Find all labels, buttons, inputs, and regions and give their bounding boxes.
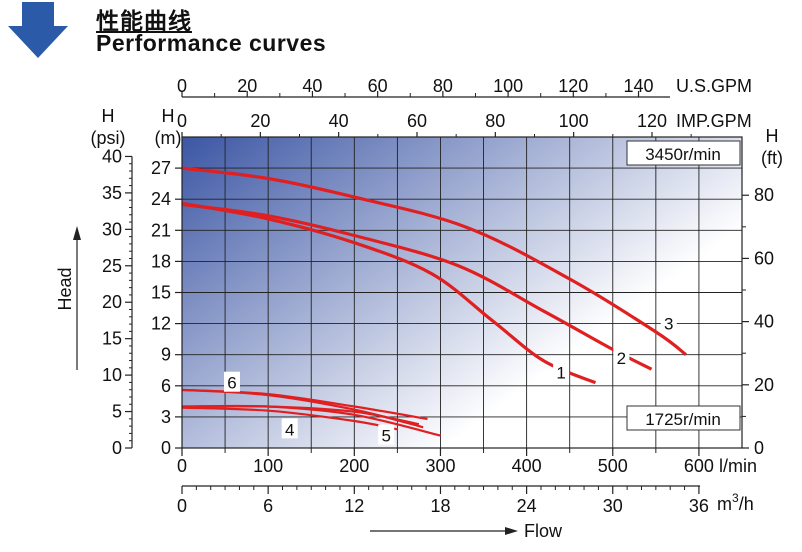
y-tick-label-ft: 40 <box>754 312 774 332</box>
y-tick-label-ft: 20 <box>754 375 774 395</box>
x-tick-label-impgpm: 40 <box>329 111 349 131</box>
y-tick-label-ft: 80 <box>754 185 774 205</box>
speed-high-box <box>626 140 741 166</box>
curve-label-1: 1 <box>556 363 565 382</box>
curve-label-6: 6 <box>227 374 236 393</box>
x-tick-label-lmin: 500 <box>598 456 628 476</box>
y-label-ft-h: H <box>766 126 779 146</box>
down-arrow-icon <box>8 2 68 58</box>
head-label: Head <box>55 267 75 310</box>
curve-4 <box>181 406 398 431</box>
curve-label-3: 3 <box>664 315 673 334</box>
x-tick-label-m3h: 12 <box>344 496 364 516</box>
y-tick-label-ft: 60 <box>754 248 774 268</box>
x-tick-label-lmin: 400 <box>512 456 542 476</box>
curve-label-2: 2 <box>617 349 626 368</box>
speed-low-label: 1725r/min <box>645 410 721 429</box>
x-tick-label-m3h: 30 <box>603 496 623 516</box>
x-tick-label-lmin: 600 <box>684 456 714 476</box>
curve-label-bg <box>223 371 240 392</box>
x-tick-label-usgpm: 120 <box>558 76 588 96</box>
x-unit-lmin: l/min <box>719 456 757 476</box>
y-tick-label-m: 18 <box>151 251 171 271</box>
x-tick-label-lmin: 100 <box>253 456 283 476</box>
x-tick-label-impgpm: 80 <box>485 111 505 131</box>
y-tick-label-m: 15 <box>151 283 171 303</box>
curve-6 <box>181 388 424 429</box>
speed-high-label: 3450r/min <box>645 145 721 164</box>
curve-label-bg <box>613 346 630 367</box>
x-tick-label-usgpm: 40 <box>302 76 322 96</box>
x-tick-label-m3h: 18 <box>430 496 450 516</box>
x-tick-label-m3h: 0 <box>177 496 187 516</box>
y-tick-label-ft: 0 <box>754 438 764 458</box>
y-label-m-unit: (m) <box>155 128 182 148</box>
y-tick-label-psi: 35 <box>102 183 122 203</box>
curve-label-5: 5 <box>381 427 390 446</box>
chart-title-chinese: 性能曲线 <box>96 9 192 35</box>
x-tick-label-usgpm: 80 <box>433 76 453 96</box>
y-tick-label-psi: 30 <box>102 219 122 239</box>
x-unit-usgpm: U.S.GPM <box>676 76 752 96</box>
curve-3 <box>181 166 687 356</box>
flow-arrow-head <box>505 527 518 535</box>
x-tick-label-m3h: 36 <box>689 496 709 516</box>
curve-2 <box>181 202 653 371</box>
y-tick-label-psi: 5 <box>112 402 122 422</box>
y-tick-label-m: 24 <box>151 189 171 209</box>
head-arrow-head <box>73 226 81 240</box>
x-tick-label-impgpm: 120 <box>637 111 667 131</box>
y-tick-label-psi: 40 <box>102 146 122 166</box>
y-tick-label-m: 0 <box>161 438 171 458</box>
x-tick-label-usgpm: 140 <box>624 76 654 96</box>
y-tick-label-m: 12 <box>151 314 171 334</box>
curve-label-4: 4 <box>285 420 294 439</box>
x-tick-label-usgpm: 20 <box>237 76 257 96</box>
x-tick-label-impgpm: 60 <box>407 111 427 131</box>
y-tick-label-m: 9 <box>161 345 171 365</box>
curve-1 <box>181 201 597 385</box>
y-tick-label-psi: 15 <box>102 329 122 349</box>
curve-5 <box>181 404 441 437</box>
x-tick-label-impgpm: 20 <box>250 111 270 131</box>
y-tick-label-m: 3 <box>161 407 171 427</box>
x-tick-label-lmin: 0 <box>177 456 187 476</box>
x-unit-impgpm: IMP.GPM <box>676 111 752 131</box>
y-tick-label-psi: 25 <box>102 256 122 276</box>
x-tick-label-usgpm: 60 <box>368 76 388 96</box>
x-tick-label-usgpm: 0 <box>177 76 187 96</box>
y-label-psi-h: H <box>102 106 115 126</box>
x-tick-label-m3h: 6 <box>263 496 273 516</box>
y-tick-label-m: 6 <box>161 376 171 396</box>
x-tick-label-m3h: 24 <box>517 496 537 516</box>
y-label-ft-unit: (ft) <box>761 148 783 168</box>
curve-label-bg <box>378 424 395 445</box>
x-tick-label-impgpm: 100 <box>559 111 589 131</box>
x-tick-label-lmin: 200 <box>339 456 369 476</box>
y-tick-label-m: 27 <box>151 158 171 178</box>
x-tick-label-impgpm: 0 <box>177 111 187 131</box>
y-tick-label-psi: 0 <box>112 438 122 458</box>
curve-label-bg <box>281 418 298 439</box>
x-unit-m3h: m3/h <box>717 491 754 514</box>
chart-title-english: Performance curves <box>96 30 327 56</box>
x-tick-label-lmin: 300 <box>425 456 455 476</box>
y-tick-label-psi: 20 <box>102 292 122 312</box>
curve-label-bg <box>660 312 677 333</box>
curve-label-bg <box>553 361 570 382</box>
speed-low-box <box>626 405 741 431</box>
y-label-m-h: H <box>162 106 175 126</box>
x-tick-label-usgpm: 100 <box>493 76 523 96</box>
flow-label: Flow <box>524 521 563 541</box>
y-tick-label-psi: 10 <box>102 365 122 385</box>
y-tick-label-m: 21 <box>151 220 171 240</box>
y-label-psi-unit: (psi) <box>91 128 126 148</box>
